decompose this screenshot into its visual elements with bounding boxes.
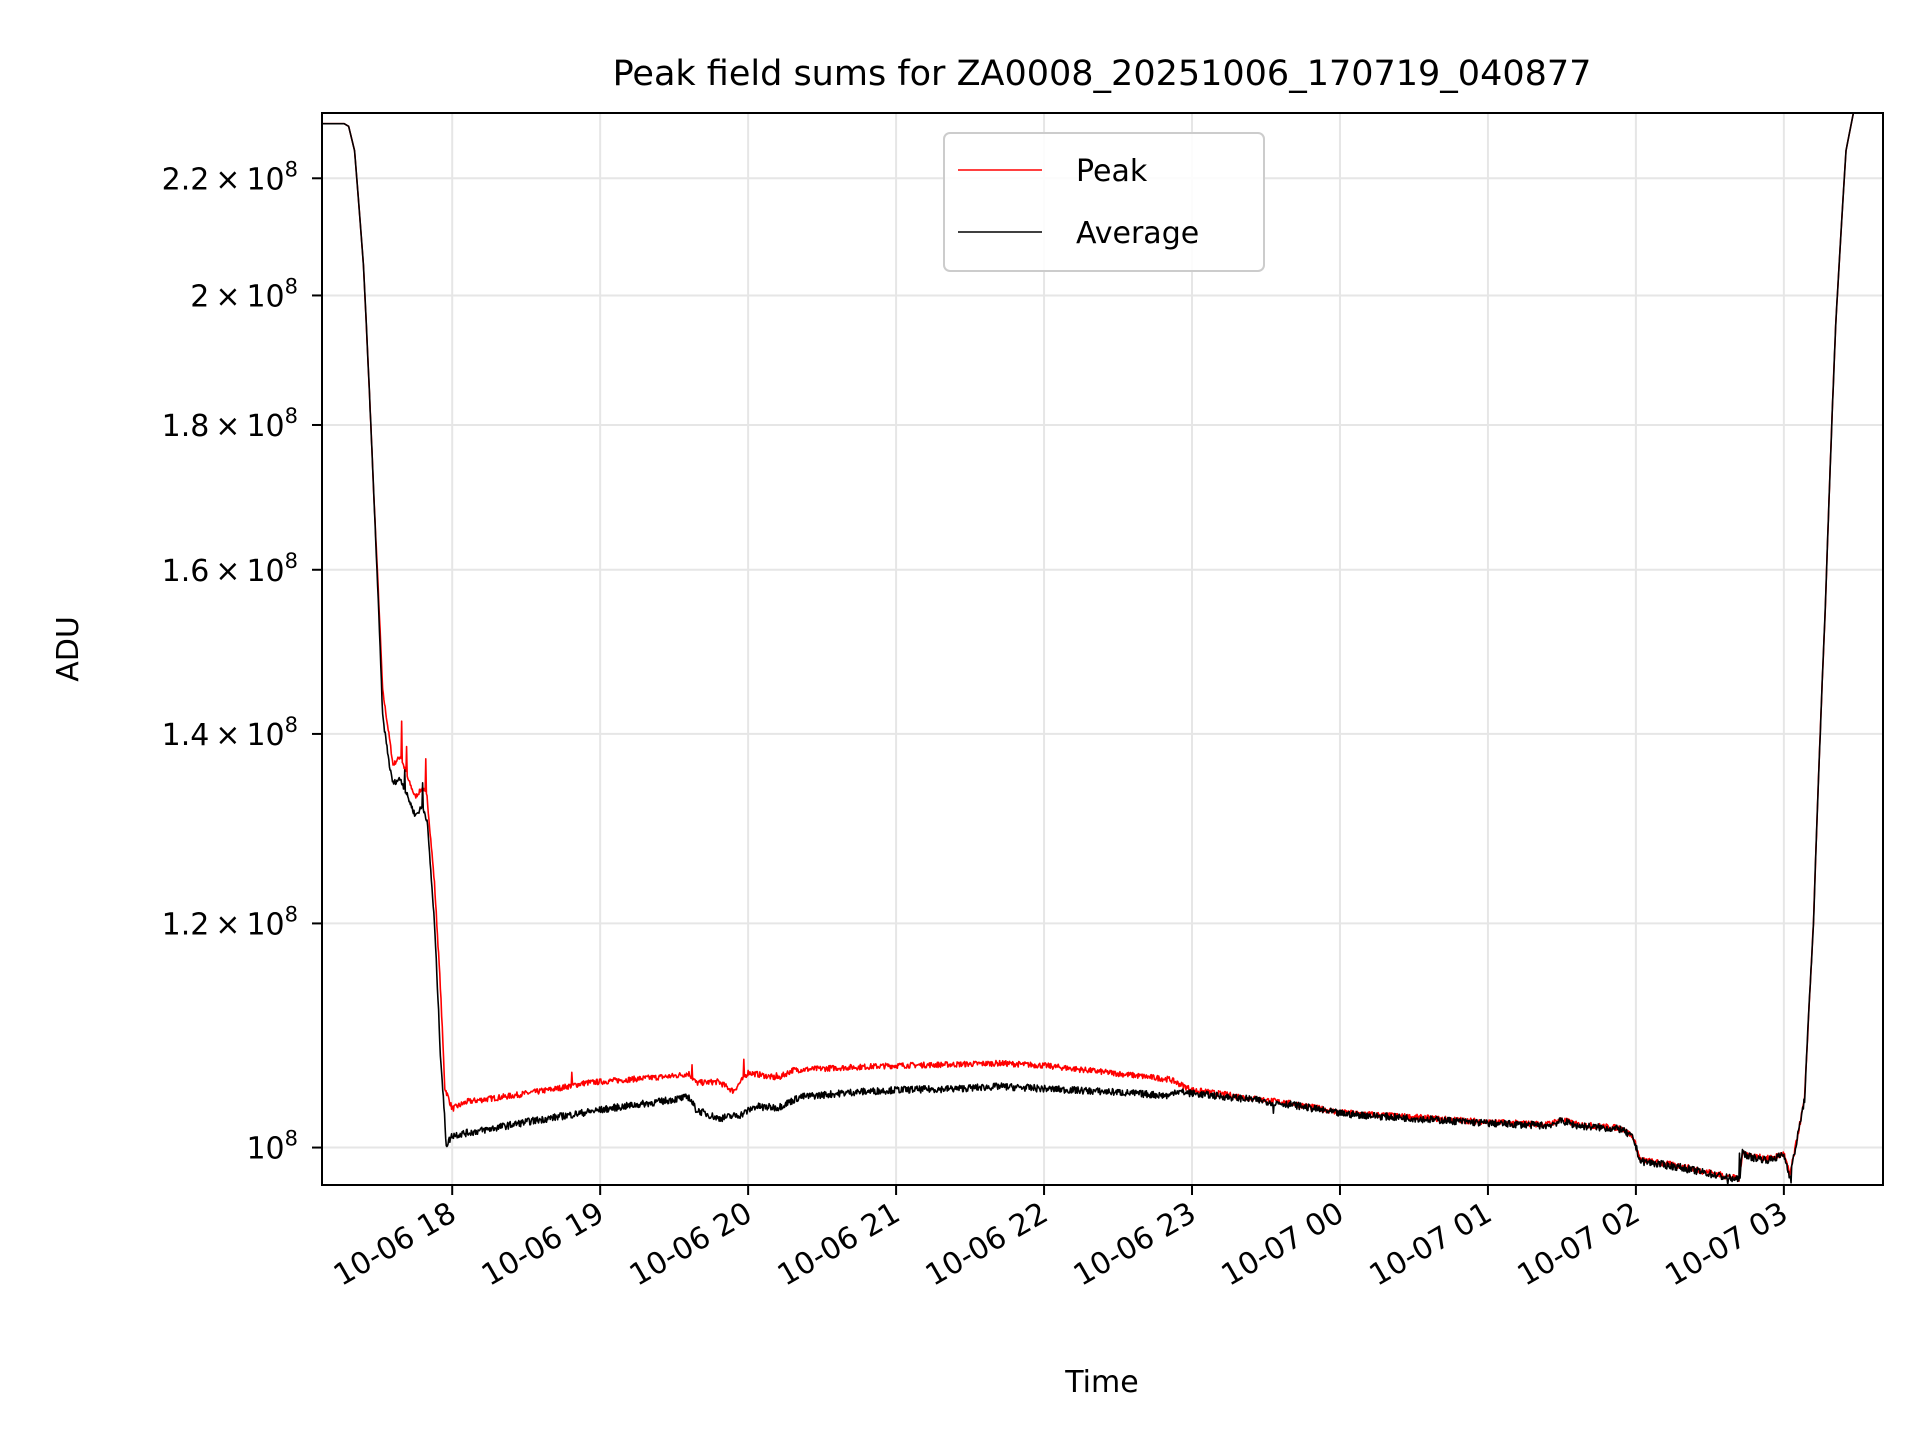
y-tick-label: 2 × 108 [190,274,298,314]
y-tick-label: 1.6 × 108 [162,549,298,589]
y-tick-label: 2.2 × 108 [162,157,298,197]
y-tick-label: 1.4 × 108 [162,713,298,753]
y-axis-label: ADU [51,616,86,682]
series-line-average [322,113,1883,1185]
plot-frame [321,112,1884,1186]
legend-label-peak: Peak [1076,154,1148,189]
x-axis-label: Time [1064,1365,1138,1400]
series-layer [322,113,1883,1185]
y-tick-label: 1.2 × 108 [162,902,298,942]
legend-label-average: Average [1076,216,1199,251]
grid [322,113,1883,1185]
series-line-peak [322,113,1883,1183]
y-axis-ticks: 108 1.2 × 108 1.4 × 108 1.6 × 108 1.8 × 108 2… [162,157,322,1167]
legend: Peak Average [943,132,1265,272]
y-tick-label: 1.8 × 108 [162,404,298,444]
chart-title: Peak field sums for ZA0008_20251006_1707… [613,54,1592,94]
legend-box [943,132,1265,272]
y-tick-label: 108 [246,1127,298,1167]
